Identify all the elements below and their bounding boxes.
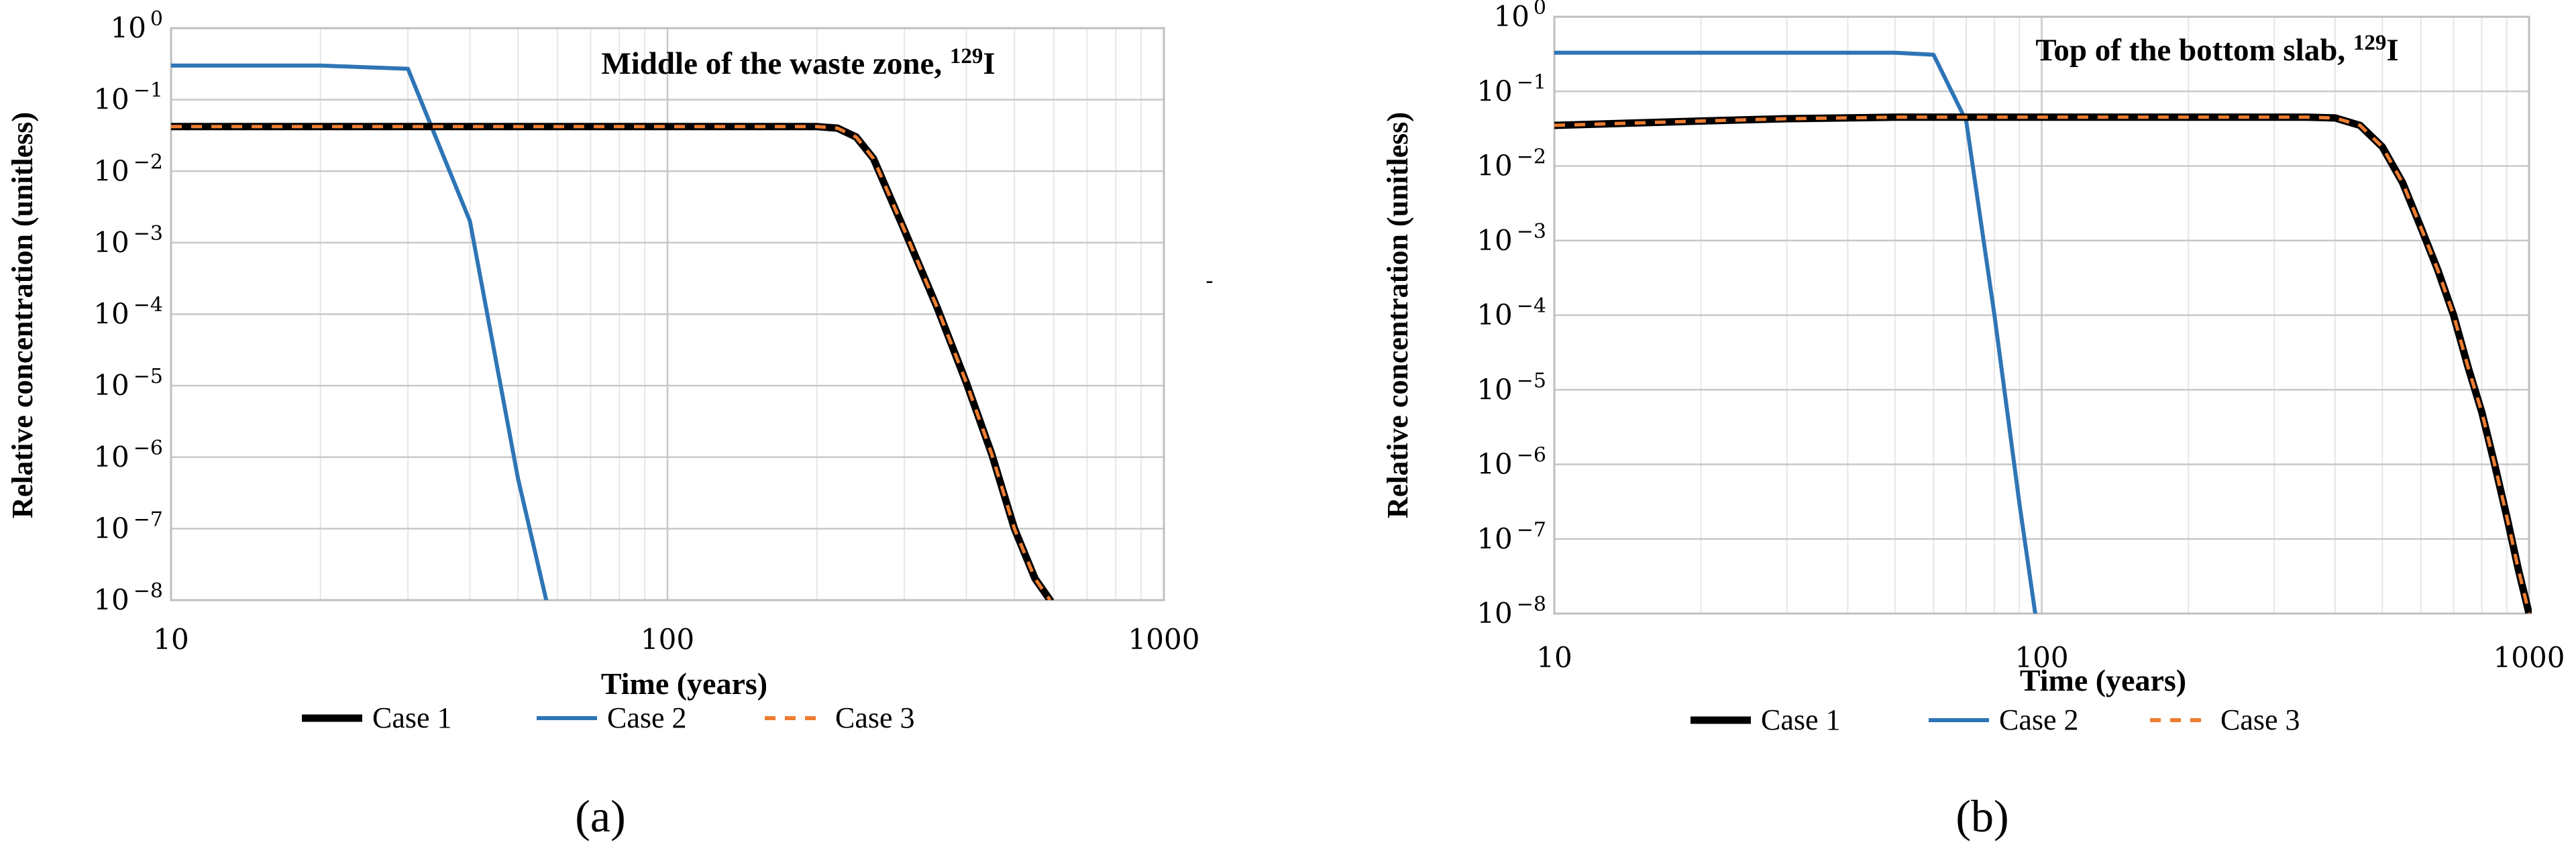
- legend-label: Case 3: [835, 701, 915, 734]
- y-tick-label: 10 −5: [1477, 369, 1546, 406]
- x-tick-label: 1000: [2493, 641, 2565, 674]
- x-tick-label: 10: [153, 623, 189, 656]
- y-tick-label: 10 0: [110, 7, 163, 44]
- x-tick-label: 1000: [1128, 623, 1200, 656]
- series-line-case-2: [171, 63, 549, 600]
- series-line-case-3: [1554, 115, 2531, 614]
- y-tick-label: 10 −3: [93, 222, 163, 259]
- y-tick-label: 10 −6: [1477, 444, 1546, 481]
- y-tick-label: 10 −6: [93, 437, 163, 473]
- y-tick-label: 10 −3: [1477, 220, 1546, 257]
- series-line-case-3: [171, 125, 1052, 600]
- legend-label: Case 2: [1999, 703, 2079, 736]
- caption-b: (b): [1955, 791, 2008, 842]
- y-tick-label: 10 −7: [1477, 518, 1546, 555]
- x-axis-title: Time (years): [2020, 663, 2186, 697]
- chart-title: Middle of the waste zone, 129I: [601, 44, 995, 81]
- y-tick-label: 10 −5: [93, 365, 163, 402]
- caption-a: (a): [575, 791, 625, 842]
- y-tick-label: 10 −7: [93, 508, 163, 544]
- plot-frame: [1553, 15, 2530, 615]
- y-tick-label: 10 −1: [1477, 70, 1546, 107]
- legend-label: Case 1: [1761, 703, 1841, 736]
- x-tick-label: 10: [1536, 641, 1572, 674]
- chart-title: Top of the bottom slab, 129I: [2035, 31, 2398, 68]
- x-tick-label: 100: [2015, 641, 2068, 674]
- y-tick-label: 10 −8: [1477, 593, 1546, 630]
- plot-frame: [170, 27, 1165, 601]
- y-tick-label: 10 −4: [1477, 294, 1546, 331]
- y-axis-title: Relative concentration (unitless): [1381, 112, 1414, 518]
- y-tick-label: 10 −2: [1477, 146, 1546, 182]
- y-tick-label: 10 −1: [93, 79, 163, 116]
- panel-b: 10 0 10 −1 10 −2 10 −3 10 −4 10 −5 10 −6 10 −7 1…: [1381, 0, 2565, 736]
- y-tick-label: 10 −2: [93, 150, 163, 187]
- legend-label: Case 3: [2220, 703, 2300, 736]
- legend-label: Case 1: [372, 701, 452, 734]
- y-tick-label: 10 −4: [93, 294, 163, 331]
- y-tick-label: 10 −8: [93, 579, 163, 616]
- x-axis-title: Time (years): [601, 667, 767, 701]
- x-tick-label: 100: [641, 623, 694, 656]
- y-axis-title: Relative concentration (unitless): [6, 112, 39, 518]
- stray-mark: -: [1205, 268, 1214, 294]
- y-tick-label: 10 0: [1493, 0, 1546, 33]
- legend-label: Case 2: [607, 701, 687, 734]
- series-line-case-2: [1554, 50, 2037, 614]
- panel-a: 10 0 10 −1 10 −2 10 −3 10 −4 10 −5 10 −6 10 −7 1…: [6, 7, 1199, 734]
